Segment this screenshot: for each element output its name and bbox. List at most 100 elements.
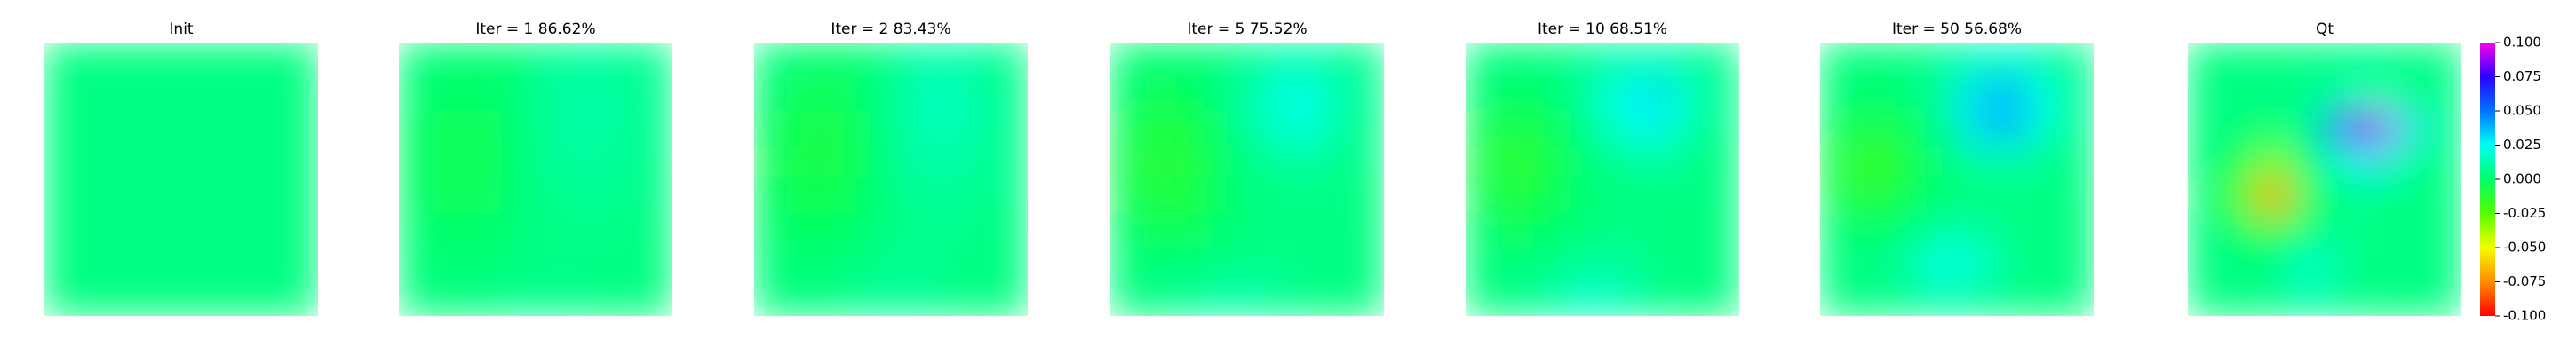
heatmap-cell [466, 76, 502, 112]
heatmap-cell [603, 247, 639, 282]
heatmap-cell [1991, 178, 2026, 214]
heatmap-cell [433, 281, 468, 316]
heatmap-cell [1144, 43, 1180, 77]
heatmap-cell [215, 110, 250, 146]
heatmap-cell [856, 76, 892, 112]
heatmap-cell [603, 43, 639, 77]
heatmap-cell [1144, 247, 1180, 282]
heatmap-cell [2024, 247, 2060, 282]
heatmap-cell [2324, 145, 2359, 180]
heatmap-cell [2358, 281, 2394, 316]
heatmap-cell [754, 247, 789, 282]
heatmap-cell [2392, 76, 2428, 112]
heatmap-cell [1956, 110, 1992, 146]
heatmap-cell [2222, 110, 2257, 146]
heatmap-cell [2358, 247, 2394, 282]
panel-title: Iter = 1 86.62% [475, 20, 595, 38]
heatmap-cell [1602, 145, 1637, 180]
heatmap-cell [1670, 178, 1705, 214]
heatmap-cell [1246, 110, 1282, 146]
heatmap-cell [1349, 213, 1384, 248]
heatmap-cell [2324, 178, 2359, 214]
heatmap-cell [1854, 145, 1889, 180]
heatmap-cell [1533, 247, 1569, 282]
heatmap-cell [638, 76, 672, 112]
heatmap-cell [754, 76, 789, 112]
heatmap-cell [890, 213, 926, 248]
heatmap-cell [1705, 213, 1739, 248]
heatmap-cell [1705, 43, 1739, 77]
heatmap-cell [603, 76, 639, 112]
heatmap-cell [215, 145, 250, 180]
heatmap-cell [249, 145, 284, 180]
heatmap-cell [890, 110, 926, 146]
heatmap-cell [112, 145, 147, 180]
heatmap-cell [249, 281, 284, 316]
heatmap-cell [788, 281, 823, 316]
heatmap-cell [78, 145, 114, 180]
heatmap-cell [638, 178, 672, 214]
heatmap-cell [44, 281, 79, 316]
heatmap-cell [2255, 76, 2291, 112]
heatmap-cell [958, 110, 994, 146]
heatmap-cell [1349, 110, 1384, 146]
heatmap-cell [1499, 76, 1535, 112]
heatmap-cell [754, 43, 789, 77]
heatmap-cell [2059, 43, 2094, 77]
heatmap-cell [1820, 281, 1855, 316]
heatmap-cell [433, 178, 468, 214]
heatmap-cell [1466, 145, 1500, 180]
heatmap-cell [993, 110, 1028, 146]
heatmap-cell [147, 213, 182, 248]
heatmap-cell [1315, 145, 1350, 180]
heatmap-cell [1466, 213, 1500, 248]
heatmap-cell [925, 213, 960, 248]
heatmap-cell [1602, 247, 1637, 282]
heatmap-cell [433, 145, 468, 180]
heatmap-cell [2358, 110, 2394, 146]
heatmap-cell [78, 247, 114, 282]
colorbar-tick-label: 0.100 [2503, 35, 2541, 51]
heatmap-cell [1956, 76, 1992, 112]
heatmap-cell [399, 43, 433, 77]
heatmap-cell [2024, 145, 2060, 180]
heatmap-cell [283, 281, 318, 316]
heatmap-cell [44, 110, 79, 146]
heatmap-cell [78, 281, 114, 316]
heatmap-cell [1178, 76, 1213, 112]
heatmap-cell [112, 281, 147, 316]
heatmap-cell [44, 76, 79, 112]
heatmap-cell [993, 145, 1028, 180]
panel-title: Iter = 50 56.68% [1892, 20, 2022, 38]
heatmap-cell [856, 247, 892, 282]
heatmap-cell [44, 145, 79, 180]
heatmap-cell [2024, 178, 2060, 214]
heatmap-cell [1602, 213, 1637, 248]
heatmap-cell [754, 178, 789, 214]
heatmap-cell [215, 43, 250, 77]
heatmap-cell [2255, 281, 2291, 316]
heatmap-cell [1246, 178, 1282, 214]
heatmap [1466, 43, 1739, 316]
heatmap-cell [2188, 178, 2222, 214]
heatmap-cell [1533, 145, 1569, 180]
heatmap-cell [1212, 178, 1248, 214]
heatmap-cell [1991, 247, 2026, 282]
heatmap-cell [638, 110, 672, 146]
heatmap-cell [1922, 145, 1958, 180]
heatmap-cell [1602, 43, 1637, 77]
heatmap-cell [788, 76, 823, 112]
heatmap-cell [1636, 213, 1672, 248]
heatmap-cell [1144, 213, 1180, 248]
heatmap-cell [1636, 43, 1672, 77]
heatmap-cell [2324, 281, 2359, 316]
heatmap-cell [44, 43, 79, 77]
heatmap-cell [535, 281, 570, 316]
heatmap-cell [112, 110, 147, 146]
heatmap-cell [569, 43, 605, 77]
heatmap-cell [1110, 178, 1145, 214]
heatmap-cell [856, 178, 892, 214]
heatmap-cell [822, 76, 857, 112]
heatmap-cell [890, 145, 926, 180]
heatmap-cell [569, 247, 605, 282]
